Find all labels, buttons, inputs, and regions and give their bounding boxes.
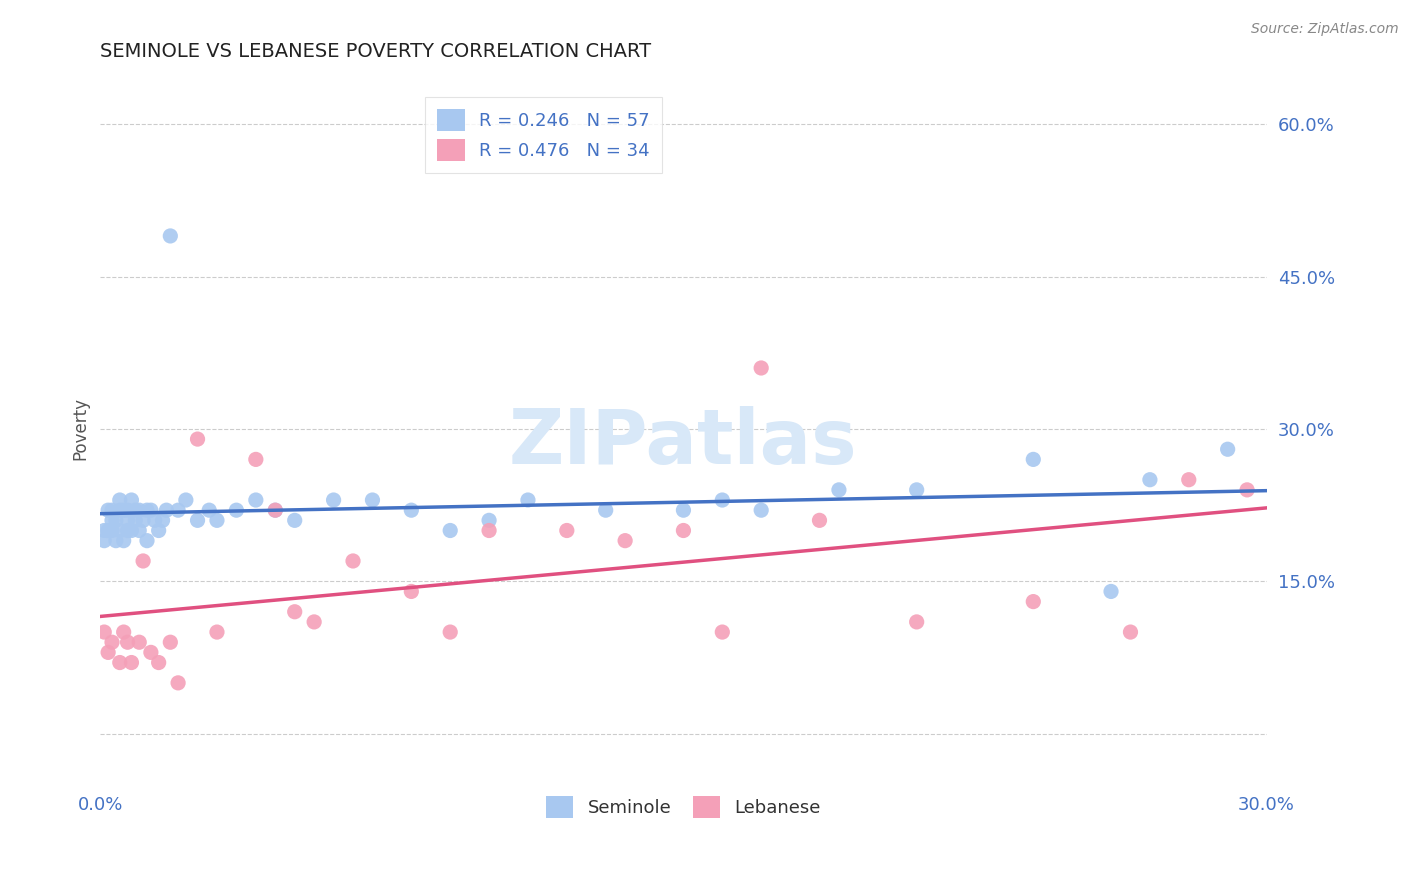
Point xyxy=(104,533,127,548)
Point xyxy=(120,524,142,538)
Point xyxy=(112,533,135,548)
Point xyxy=(128,503,150,517)
Point xyxy=(1119,625,1142,640)
Point xyxy=(108,493,131,508)
Point xyxy=(401,503,423,517)
Y-axis label: Poverty: Poverty xyxy=(72,398,89,460)
Point xyxy=(439,524,461,538)
Point xyxy=(112,503,135,517)
Point xyxy=(132,513,155,527)
Point xyxy=(117,635,139,649)
Point xyxy=(225,503,247,517)
Point xyxy=(439,625,461,640)
Point xyxy=(205,513,228,527)
Point xyxy=(749,361,772,376)
Point xyxy=(136,503,159,517)
Text: Source: ZipAtlas.com: Source: ZipAtlas.com xyxy=(1251,22,1399,37)
Point xyxy=(672,524,695,538)
Point xyxy=(120,656,142,670)
Point xyxy=(128,524,150,538)
Point xyxy=(124,503,146,517)
Point xyxy=(1099,584,1122,599)
Point xyxy=(198,503,221,517)
Point xyxy=(167,503,190,517)
Point xyxy=(1022,452,1045,467)
Point xyxy=(711,625,734,640)
Point xyxy=(828,483,851,497)
Point xyxy=(174,493,197,508)
Point xyxy=(284,513,307,527)
Point xyxy=(186,513,208,527)
Point xyxy=(148,656,170,670)
Point xyxy=(749,503,772,517)
Point xyxy=(108,524,131,538)
Point xyxy=(1139,473,1161,487)
Point xyxy=(302,615,325,629)
Point xyxy=(139,645,162,659)
Point xyxy=(117,513,139,527)
Point xyxy=(112,625,135,640)
Point xyxy=(101,635,124,649)
Point xyxy=(97,503,120,517)
Point xyxy=(124,513,146,527)
Point xyxy=(186,432,208,446)
Point xyxy=(93,533,115,548)
Point xyxy=(342,554,364,568)
Point xyxy=(245,452,267,467)
Point xyxy=(136,533,159,548)
Point xyxy=(93,524,115,538)
Point xyxy=(595,503,617,517)
Point xyxy=(905,615,928,629)
Point xyxy=(322,493,344,508)
Point xyxy=(101,513,124,527)
Point xyxy=(101,503,124,517)
Point xyxy=(155,503,177,517)
Point xyxy=(117,524,139,538)
Point xyxy=(117,503,139,517)
Point xyxy=(159,635,181,649)
Point xyxy=(93,625,115,640)
Point xyxy=(97,524,120,538)
Point xyxy=(1178,473,1201,487)
Point xyxy=(516,493,538,508)
Point xyxy=(108,503,131,517)
Point xyxy=(478,513,501,527)
Point xyxy=(205,625,228,640)
Point xyxy=(284,605,307,619)
Point xyxy=(264,503,287,517)
Point xyxy=(108,656,131,670)
Point xyxy=(97,645,120,659)
Point xyxy=(264,503,287,517)
Point xyxy=(614,533,637,548)
Point xyxy=(104,513,127,527)
Point xyxy=(101,524,124,538)
Point xyxy=(361,493,384,508)
Point xyxy=(139,503,162,517)
Point xyxy=(143,513,166,527)
Point xyxy=(808,513,831,527)
Point xyxy=(132,554,155,568)
Point xyxy=(128,635,150,649)
Point xyxy=(401,584,423,599)
Point xyxy=(905,483,928,497)
Point xyxy=(120,493,142,508)
Text: ZIPatlas: ZIPatlas xyxy=(509,406,858,480)
Point xyxy=(1236,483,1258,497)
Point xyxy=(555,524,578,538)
Point xyxy=(148,524,170,538)
Point xyxy=(672,503,695,517)
Point xyxy=(159,229,181,244)
Point xyxy=(152,513,174,527)
Point xyxy=(1022,594,1045,608)
Legend: Seminole, Lebanese: Seminole, Lebanese xyxy=(538,789,828,825)
Point xyxy=(1216,442,1239,457)
Text: SEMINOLE VS LEBANESE POVERTY CORRELATION CHART: SEMINOLE VS LEBANESE POVERTY CORRELATION… xyxy=(100,42,651,61)
Point xyxy=(167,676,190,690)
Point xyxy=(478,524,501,538)
Point xyxy=(711,493,734,508)
Point xyxy=(245,493,267,508)
